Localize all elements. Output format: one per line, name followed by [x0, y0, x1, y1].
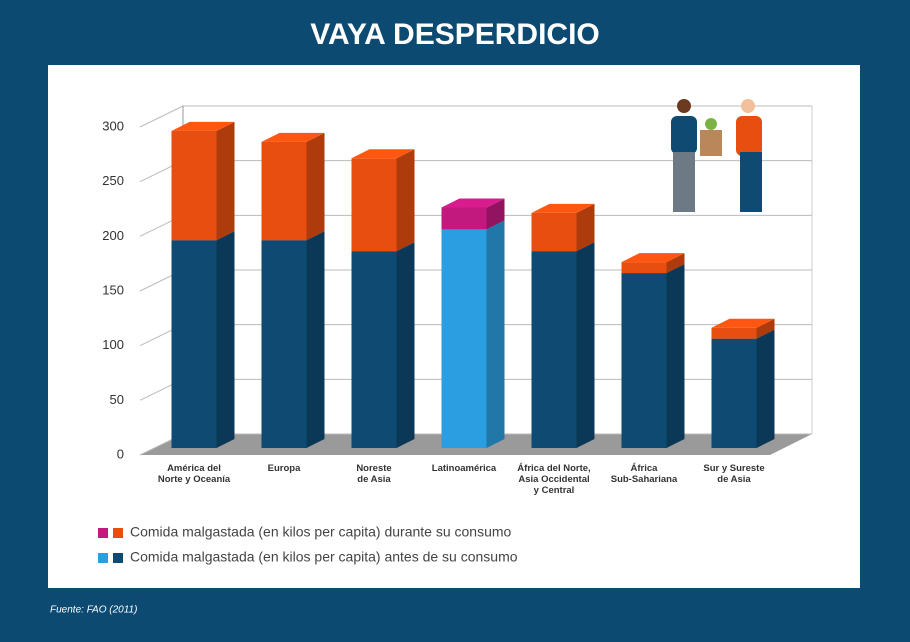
bar-segment	[351, 158, 397, 252]
legend-swatch	[113, 553, 123, 563]
bar-top	[261, 132, 325, 142]
y-tick-label: 50	[110, 392, 124, 407]
bar-segment	[621, 262, 667, 274]
bar-side	[576, 242, 595, 448]
bar-segment	[171, 130, 217, 241]
bar-side	[396, 149, 415, 252]
bar-segment	[531, 251, 577, 448]
x-tick-label-line: Asia Occidental	[518, 474, 589, 485]
x-tick-label-line: Noreste	[356, 463, 391, 474]
bar-side	[216, 121, 235, 241]
y-tick-label: 200	[102, 228, 124, 243]
x-tick-label: Noreste de Asia	[356, 463, 391, 485]
x-tick-label-line: Sub-Sahariana	[611, 474, 678, 485]
bar-segment	[441, 207, 487, 230]
legend-label: Comida malgastada (en kilos per capita) …	[130, 524, 512, 540]
legend-swatch	[98, 528, 108, 538]
bar-side	[666, 264, 685, 448]
bar-side	[486, 220, 505, 448]
bar-segment	[351, 251, 397, 448]
bar-segment	[171, 240, 217, 448]
x-tick-label-line: Europa	[268, 463, 301, 474]
bar-side	[576, 203, 595, 252]
chart-title: VAYA DESPERDICIO	[310, 18, 600, 51]
source: Fuente: FAO (2011)	[50, 605, 137, 616]
x-tick-label-line: África	[631, 463, 659, 474]
bar-side	[306, 132, 325, 241]
illustration	[671, 99, 762, 212]
bar-segment	[261, 141, 307, 241]
x-tick-label-line: América del	[167, 463, 221, 474]
y-tick-label: 250	[102, 173, 124, 188]
x-tick-label: Sur y Sureste de Asia	[703, 463, 764, 485]
x-tick-label: África Sub-Sahariana	[611, 463, 678, 485]
y-tick-label: 300	[102, 118, 124, 133]
bar-segment	[621, 273, 667, 448]
bar-top	[441, 198, 505, 208]
x-tick-label: Latinoamérica	[432, 463, 497, 474]
y-tick-label: 0	[117, 446, 124, 461]
bar-segment	[711, 327, 757, 339]
plot: 0 50 100 150 200 250 300 América del Norte y Oce…	[98, 105, 813, 565]
x-tick-label-line: Sur y Sureste	[703, 463, 764, 474]
legend-swatch	[113, 528, 123, 538]
x-tick-label-line: y Central	[534, 485, 575, 496]
legend-label: Comida malgastada (en kilos per capita) …	[130, 549, 518, 565]
bar-side	[756, 329, 775, 448]
bar-side	[396, 242, 415, 448]
x-tick-label-line: Latinoamérica	[432, 463, 497, 474]
y-tick-label: 100	[102, 337, 124, 352]
x-tick-label: América del Norte y Oceanía	[158, 463, 231, 485]
bar-segment	[711, 338, 757, 448]
bar-top	[531, 203, 595, 213]
bar-segment	[261, 240, 307, 448]
x-tick-label-line: de Asia	[357, 474, 391, 485]
bar-side	[306, 231, 325, 448]
x-tick-label-line: África del Norte,	[517, 463, 590, 474]
bar-side	[666, 253, 685, 274]
bar-side	[216, 231, 235, 448]
x-tick-label-line: Norte y Oceanía	[158, 474, 231, 485]
bar-top	[171, 121, 235, 131]
x-tick-label: África del Norte, Asia Occidental y Centra…	[517, 463, 590, 496]
bar-top	[351, 149, 415, 159]
x-tick-label: Europa	[268, 463, 301, 474]
bar-side	[486, 198, 505, 230]
y-tick-label: 150	[102, 282, 124, 297]
bar-segment	[441, 229, 487, 448]
bar-segment	[531, 212, 577, 252]
bar-side	[756, 318, 775, 339]
bar-top	[621, 253, 685, 263]
x-tick-label-line: de Asia	[717, 474, 751, 485]
legend-swatch	[98, 553, 108, 563]
bar-top	[711, 318, 775, 328]
